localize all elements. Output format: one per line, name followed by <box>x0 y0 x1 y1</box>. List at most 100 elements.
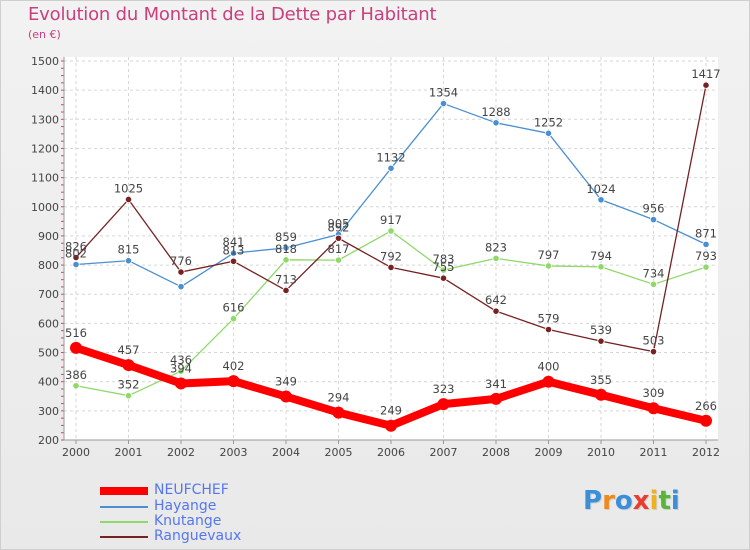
data-label-knutange: 436 <box>170 353 192 367</box>
y-tick-label: 700 <box>38 288 59 301</box>
data-label-neufchef: 341 <box>485 377 507 391</box>
data-label-knutange: 386 <box>65 368 87 382</box>
data-label-ranguevaux: 776 <box>170 254 192 268</box>
data-label-neufchef: 323 <box>433 382 455 396</box>
data-label-hayange: 815 <box>118 243 140 257</box>
y-tick-label: 900 <box>38 230 59 243</box>
y-tick-label: 1500 <box>31 55 59 68</box>
data-label-neufchef: 349 <box>275 375 297 389</box>
data-label-hayange: 1354 <box>429 86 458 100</box>
x-tick-label: 2000 <box>62 446 90 459</box>
data-label-neufchef: 309 <box>643 386 665 400</box>
data-label-knutange: 783 <box>433 252 455 266</box>
data-point-neufchef <box>332 406 345 419</box>
logo-letter: o <box>614 486 633 516</box>
data-point-knutange <box>229 315 238 323</box>
data-point-ranguevaux <box>387 263 395 272</box>
data-point-ranguevaux <box>649 348 658 356</box>
logo-letter: P <box>583 486 603 516</box>
data-label-neufchef: 400 <box>538 360 560 374</box>
data-label-ranguevaux: 792 <box>380 249 402 263</box>
data-label-knutange: 793 <box>695 249 717 263</box>
data-label-hayange: 1288 <box>481 105 510 119</box>
data-point-neufchef <box>595 388 607 401</box>
data-label-neufchef: 516 <box>65 326 87 340</box>
data-point-neufchef <box>437 398 450 411</box>
data-label-knutange: 734 <box>643 266 665 280</box>
x-tick-label: 2005 <box>325 446 353 459</box>
data-label-hayange: 871 <box>695 226 717 240</box>
data-label-ranguevaux: 826 <box>65 239 87 253</box>
legend-swatch-knutange <box>100 521 148 523</box>
data-point-knutange <box>597 263 605 271</box>
data-label-ranguevaux: 755 <box>433 260 455 274</box>
data-label-neufchef: 457 <box>118 343 140 357</box>
data-point-knutange <box>702 263 710 271</box>
y-tick-label: 1300 <box>31 113 59 126</box>
data-label-neufchef: 402 <box>223 359 245 373</box>
data-label-neufchef: 394 <box>170 361 192 375</box>
data-point-knutange <box>439 266 448 274</box>
y-tick-label: 1100 <box>31 172 59 185</box>
x-tick-label: 2003 <box>220 446 248 459</box>
data-point-neufchef <box>122 359 135 372</box>
data-label-ranguevaux: 1417 <box>691 67 720 81</box>
data-label-hayange: 859 <box>275 230 297 244</box>
data-point-hayange <box>439 99 448 108</box>
data-label-ranguevaux: 539 <box>590 323 612 337</box>
data-point-knutange <box>72 382 80 390</box>
data-label-hayange: 1024 <box>586 182 615 196</box>
data-label-ranguevaux: 503 <box>643 334 665 348</box>
legend-label-neufchef: NEUFCHEF <box>154 482 229 498</box>
data-point-knutange <box>334 256 343 264</box>
x-tick-label: 2009 <box>535 446 563 459</box>
x-tick-label: 2002 <box>167 446 195 459</box>
data-point-ranguevaux <box>229 257 238 265</box>
y-tick-label: 800 <box>38 259 59 272</box>
data-point-neufchef <box>227 375 240 388</box>
data-point-hayange <box>72 260 80 269</box>
data-label-knutange: 817 <box>328 242 350 256</box>
data-label-knutange: 616 <box>223 301 245 315</box>
data-label-ranguevaux: 579 <box>538 312 560 326</box>
x-tick-label: 2008 <box>482 446 510 459</box>
logo-letter: t <box>658 486 671 516</box>
data-label-ranguevaux: 813 <box>223 243 245 257</box>
data-point-knutange <box>492 254 500 262</box>
data-point-neufchef <box>280 390 292 403</box>
y-tick-label: 200 <box>38 434 59 447</box>
y-tick-label: 1400 <box>31 84 59 97</box>
y-tick-label: 400 <box>38 376 59 389</box>
data-point-neufchef <box>385 419 397 432</box>
data-point-ranguevaux <box>544 325 553 334</box>
x-tick-label: 2007 <box>430 446 458 459</box>
data-label-hayange: 905 <box>328 216 350 230</box>
x-tick-label: 2006 <box>377 446 405 459</box>
x-tick-label: 2012 <box>692 446 720 459</box>
logo-letter: i <box>649 486 659 516</box>
data-label-ranguevaux: 1025 <box>114 181 143 195</box>
data-label-hayange: 802 <box>65 246 87 260</box>
y-tick-label: 300 <box>38 405 59 418</box>
data-label-ranguevaux: 642 <box>485 293 507 307</box>
data-point-ranguevaux <box>597 337 605 345</box>
data-label-hayange: 1132 <box>376 150 405 164</box>
data-point-knutange <box>124 392 133 400</box>
data-label-knutange: 823 <box>485 240 507 254</box>
data-point-neufchef <box>700 414 712 427</box>
logo-letter: x <box>632 486 650 516</box>
x-tick-label: 2011 <box>640 446 668 459</box>
data-label-knutange: 818 <box>275 242 297 256</box>
data-point-ranguevaux <box>72 253 80 262</box>
data-point-ranguevaux <box>702 81 710 89</box>
data-point-ranguevaux <box>439 274 448 282</box>
data-label-neufchef: 355 <box>590 373 612 387</box>
data-label-neufchef: 249 <box>380 404 402 418</box>
x-tick-label: 2001 <box>115 446 143 459</box>
data-point-neufchef <box>647 402 660 415</box>
logo-letter: r <box>602 486 615 516</box>
data-label-neufchef: 294 <box>328 391 350 405</box>
data-point-knutange <box>387 227 395 235</box>
data-point-knutange <box>282 256 290 264</box>
